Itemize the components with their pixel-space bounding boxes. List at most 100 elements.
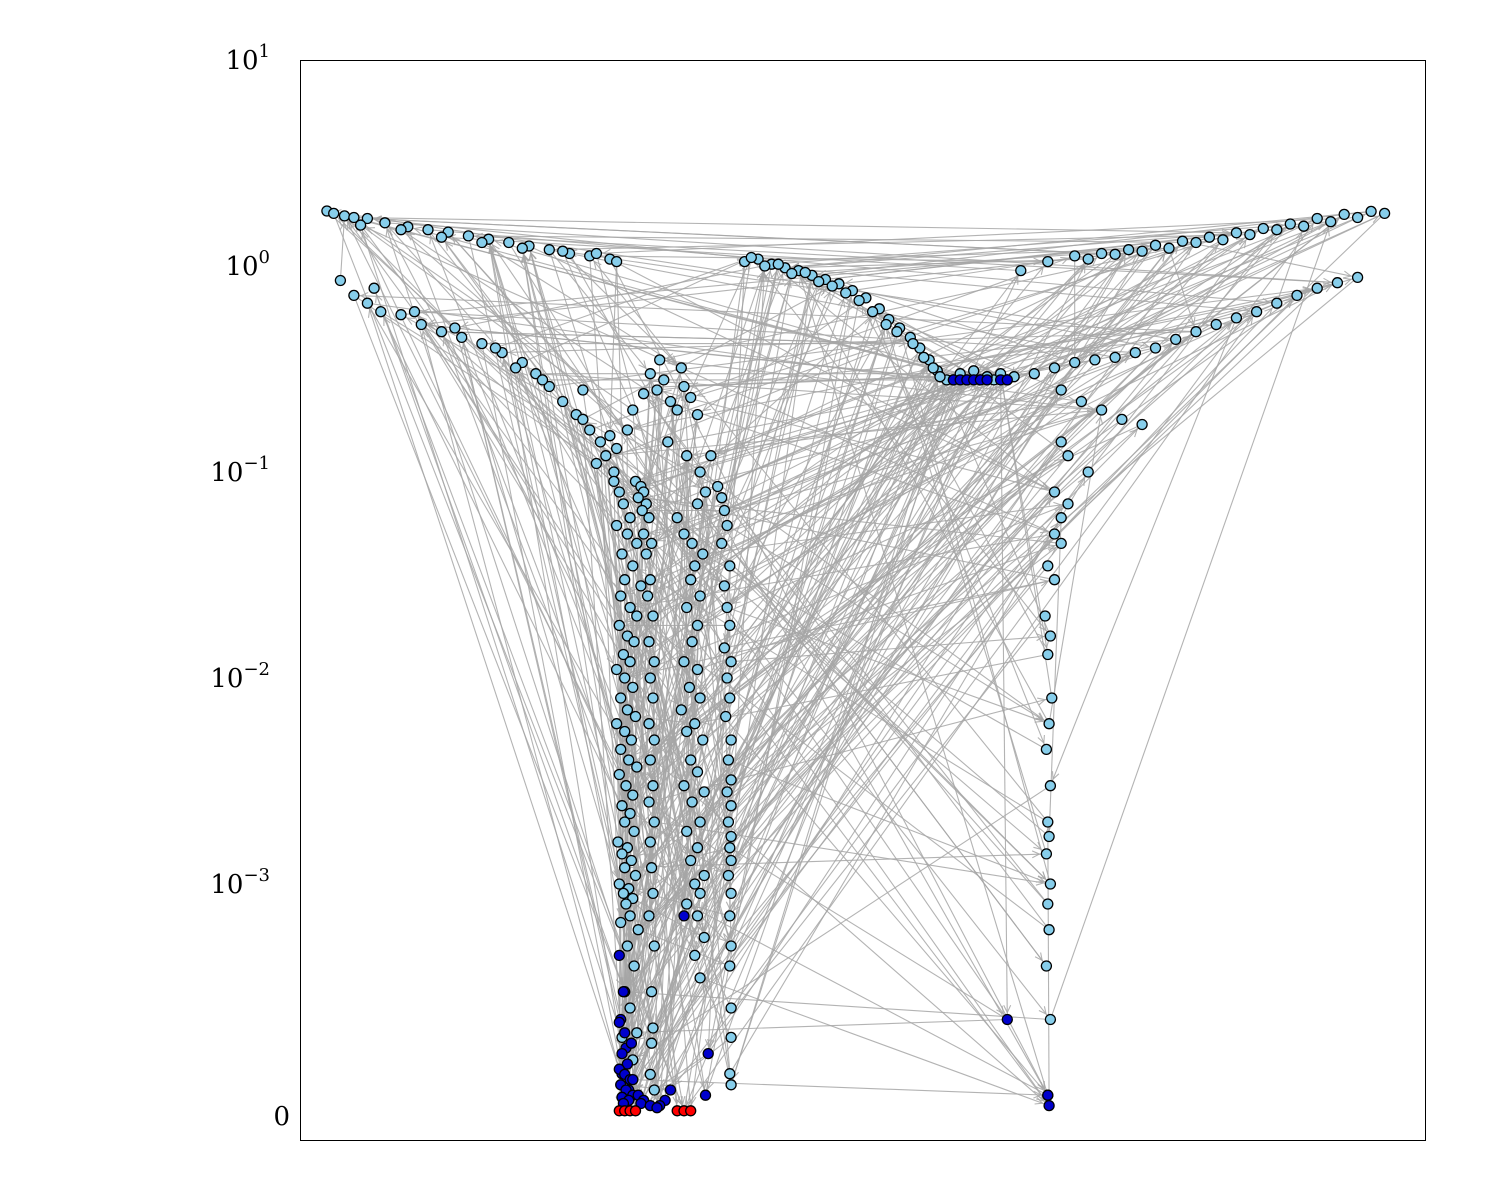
edge-line [683,847,731,1111]
light-data-point [721,601,733,614]
light-data-point [694,887,706,900]
light-data-point [681,725,693,738]
light-data-point [1176,235,1189,247]
light-data-point [1044,780,1057,792]
edge-line [360,224,1055,535]
light-data-point [645,1037,658,1049]
edge-arrowhead [1035,875,1046,883]
edge-arrowhead [385,228,393,238]
edge-line [1000,373,1053,699]
light-data-point [705,450,717,462]
edge-line [973,258,1089,381]
light-data-point [462,230,475,242]
edge-arrowhead [426,321,436,330]
edge-line [632,785,1051,1061]
light-data-point [643,910,655,922]
light-data-point [648,1084,660,1096]
edge-arrowhead [641,619,651,628]
light-data-point [627,681,639,694]
light-data-point [772,258,784,270]
light-data-point [1043,718,1055,730]
light-data-point [608,466,620,478]
edge-line [730,379,1002,806]
dark-data-point [613,949,625,962]
light-data-point [1325,216,1337,228]
edge-line [562,250,693,544]
light-data-point [1149,239,1162,251]
light-data-point [361,212,374,225]
light-data-point [697,734,709,746]
edge-arrowhead [691,420,700,430]
light-data-point [368,282,380,294]
light-data-point [1250,306,1263,318]
light-data-point [1040,848,1053,860]
light-data-point [721,519,733,532]
edge-arrowhead [633,423,643,432]
edge-line [704,373,961,1096]
edge-line [625,379,1008,787]
edge-line [420,324,732,837]
light-data-point [644,1068,656,1081]
light-data-point [408,306,421,318]
light-data-point [647,610,659,622]
edge-line [669,379,981,1091]
edge-line [723,273,793,648]
edge-arrowhead [653,584,662,594]
light-data-point [1015,264,1027,277]
light-data-point [476,337,488,350]
edge-arrowhead [1037,697,1047,706]
light-data-point [1271,297,1283,309]
edge-line [618,270,1022,1112]
edge-arrowhead [460,321,470,330]
light-data-point [691,910,704,922]
light-data-point [631,610,643,622]
edge-line [575,414,685,786]
light-data-point [616,800,628,812]
edge-arrowhead [692,480,702,489]
light-data-point [338,210,351,222]
light-data-point [1284,218,1296,230]
light-data-point [636,504,648,517]
edge-line [353,294,678,519]
edge-arrowhead [920,365,928,375]
light-data-point [1044,630,1057,642]
edge-line [624,836,732,1111]
edge-arrowhead [723,703,732,713]
edge-arrowhead [593,469,602,479]
light-data-point [624,601,636,614]
edge-line [872,311,1047,750]
edge-line [623,389,1062,505]
light-data-point [1055,537,1067,550]
light-data-point [826,280,838,292]
light-data-point [610,442,623,455]
edge-arrowhead [635,597,645,605]
light-data-point [934,371,946,383]
y-tick-label: 101 [225,41,270,76]
light-data-point [348,289,360,302]
edge-line [618,223,1291,775]
edge-arrowhead [1342,270,1353,279]
edge-line [858,300,1049,655]
edge-line [454,327,620,885]
zero-data-point [629,1105,642,1117]
edge-line [441,236,550,387]
light-data-point [645,862,658,874]
light-data-point [628,960,640,972]
edge-arrowhead [635,601,645,610]
light-data-point [1043,924,1055,936]
edge-arrowhead [624,490,635,499]
light-data-point [456,331,468,344]
edge-arrowhead [699,1080,708,1090]
edge-line [488,239,707,1096]
light-data-point [644,754,656,766]
light-data-point [503,236,515,249]
light-data-point [725,830,737,843]
light-data-point [590,457,603,470]
light-data-point [1069,356,1081,369]
edge-arrowhead [1078,264,1086,274]
light-data-point [1298,220,1310,232]
edge-line [653,1053,709,1091]
light-data-point [681,825,693,838]
edge-line [528,245,631,662]
light-data-point [1055,436,1067,448]
